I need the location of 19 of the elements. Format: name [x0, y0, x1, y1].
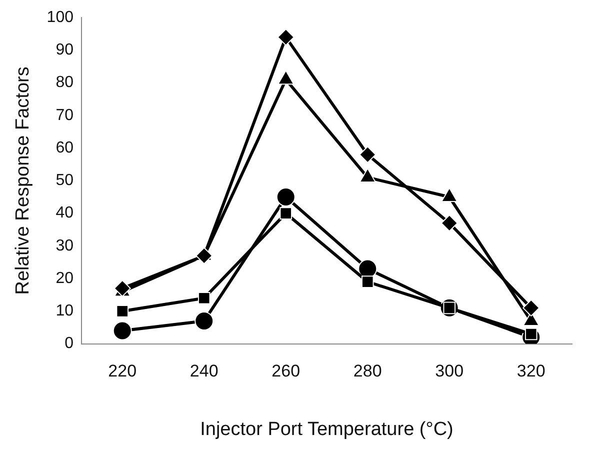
y-tick-label: 20: [56, 270, 74, 287]
y-tick-label: 60: [56, 139, 74, 156]
x-tick-label: 300: [435, 362, 464, 381]
y-tick-label: 30: [56, 237, 74, 254]
y-tick-label: 50: [56, 172, 74, 190]
y-tick-label: 100: [46, 9, 74, 26]
y-tick-label: 0: [64, 335, 74, 352]
x-tick-label: 320: [516, 362, 546, 381]
y-tick-label: 90: [56, 42, 74, 59]
y-tick-label: 70: [56, 106, 74, 124]
x-axis-title: Injector Port Temperature (°C): [200, 418, 454, 440]
x-tick-label: 280: [353, 362, 382, 381]
x-tick-label: 260: [272, 362, 300, 381]
y-axis-title: Relative Response Factors: [12, 66, 34, 295]
x-tick-label: 240: [190, 362, 218, 381]
x-tick-label: 220: [108, 362, 137, 381]
y-tick-label: 80: [56, 74, 74, 92]
y-tick-label: 40: [56, 204, 74, 222]
y-tick-label: 10: [56, 302, 74, 320]
